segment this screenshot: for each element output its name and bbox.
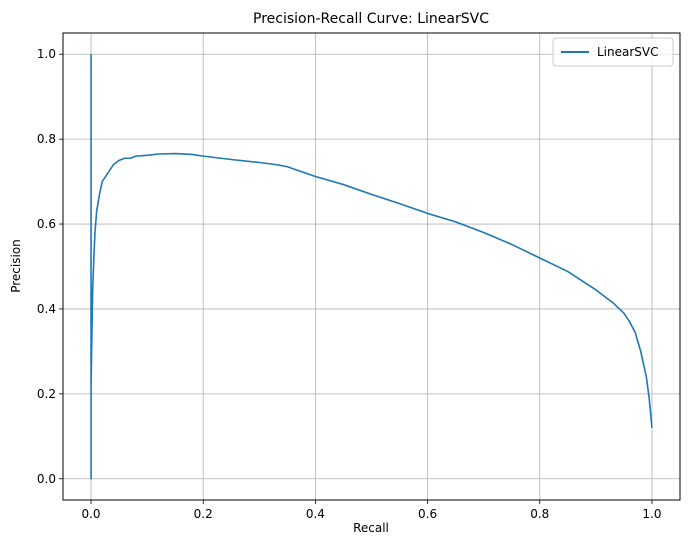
y-tick-label: 0.2 <box>37 387 56 401</box>
plot-frame <box>62 32 681 501</box>
x-tick-label: 0.4 <box>306 507 325 521</box>
y-tick-label: 0.8 <box>37 132 56 146</box>
y-axis-label: Precision <box>9 239 23 293</box>
y-tick-label: 0.4 <box>37 302 56 316</box>
x-tick-label: 0.0 <box>81 507 100 521</box>
gridlines <box>63 33 680 500</box>
x-tick-label: 1.0 <box>642 507 661 521</box>
legend: LinearSVC <box>552 37 674 67</box>
y-tick-label: 1.0 <box>37 47 56 61</box>
y-axis-ticks: 0.0 0.2 0.4 0.6 0.8 1.0 <box>37 47 63 486</box>
series-line-linearsvc <box>90 54 653 480</box>
x-tick-label: 0.2 <box>194 507 213 521</box>
y-tick-label: 0.6 <box>37 217 56 231</box>
x-axis-label: Recall <box>353 521 389 535</box>
legend-label-linearsvc: LinearSVC <box>597 45 659 59</box>
chart-title: Precision-Recall Curve: LinearSVC <box>253 11 489 27</box>
legend-box <box>552 37 674 67</box>
x-tick-label: 0.6 <box>418 507 437 521</box>
y-tick-label: 0.0 <box>37 472 56 486</box>
x-tick-label: 0.8 <box>530 507 549 521</box>
x-axis-ticks: 0.0 0.2 0.4 0.6 0.8 1.0 <box>81 500 662 521</box>
